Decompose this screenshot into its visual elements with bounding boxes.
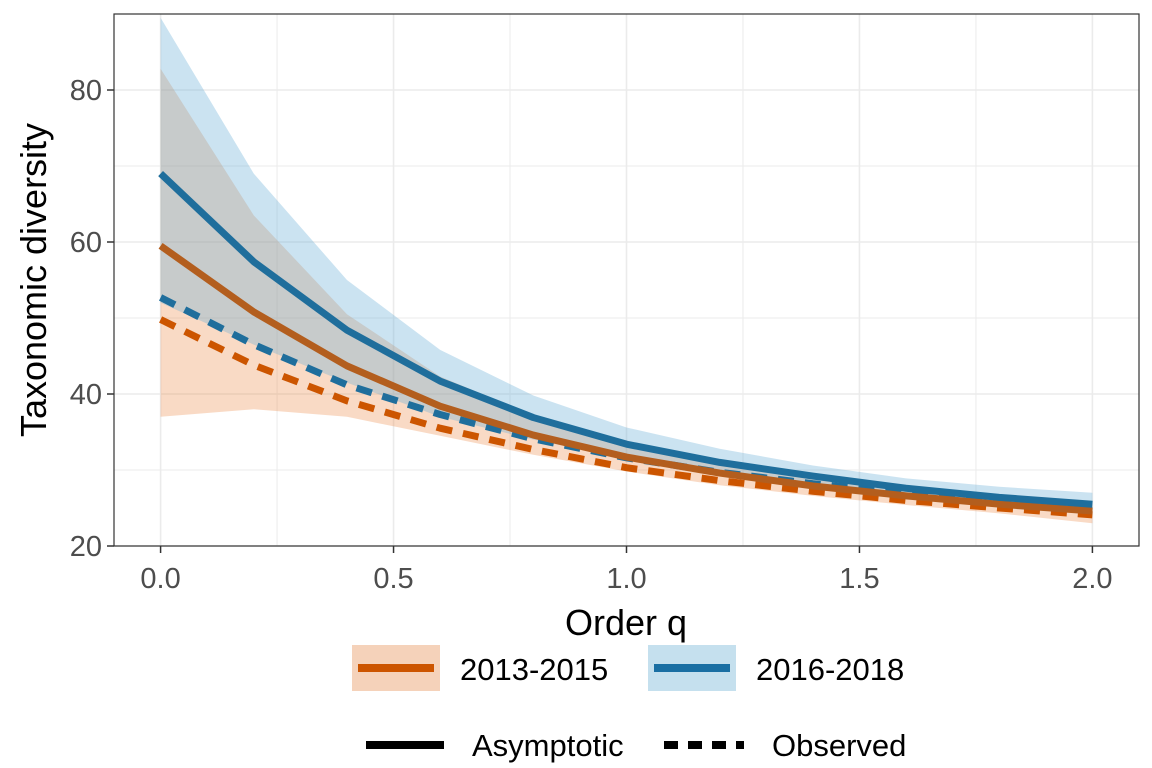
legend-key-observed: Observed	[664, 728, 906, 763]
y-tick-label: 80	[70, 75, 102, 107]
x-tick-label: 0.0	[140, 563, 180, 595]
x-tick-label: 0.5	[373, 563, 413, 595]
y-tick-label: 20	[70, 531, 102, 563]
legend-label-observed: Observed	[772, 728, 906, 763]
x-tick-label: 1.0	[606, 563, 646, 595]
x-tick-label: 2.0	[1072, 563, 1112, 595]
ci-band-2013-2015	[160, 68, 1093, 524]
series-lines	[158, 171, 1093, 519]
y-tick-label: 60	[70, 227, 102, 259]
x-axis-title: Order q	[565, 602, 687, 643]
legend-label-asymptotic: Asymptotic	[472, 728, 624, 763]
legend-label-2013-2015: 2013-2015	[460, 652, 608, 687]
legend: 2013-2015 2016-2018 Asymptotic Observed	[352, 645, 906, 763]
series-line-2016-2018-asymptotic	[158, 171, 1093, 508]
x-tick-label: 1.5	[839, 563, 879, 595]
series-line-2013-2015-asymptotic	[158, 242, 1093, 515]
legend-key-2013-2015: 2013-2015	[352, 645, 608, 691]
legend-label-2016-2018: 2016-2018	[756, 652, 904, 687]
series-line-2013-2015-observed	[159, 316, 1093, 519]
legend-key-asymptotic: Asymptotic	[366, 728, 624, 763]
legend-key-2016-2018: 2016-2018	[648, 645, 904, 691]
axes: 0.0 0.5 1.0 1.5 2.0 20 40 60 80	[70, 75, 1113, 595]
y-tick-label: 40	[70, 379, 102, 411]
y-axis-title: Taxonomic diversity	[13, 123, 54, 437]
